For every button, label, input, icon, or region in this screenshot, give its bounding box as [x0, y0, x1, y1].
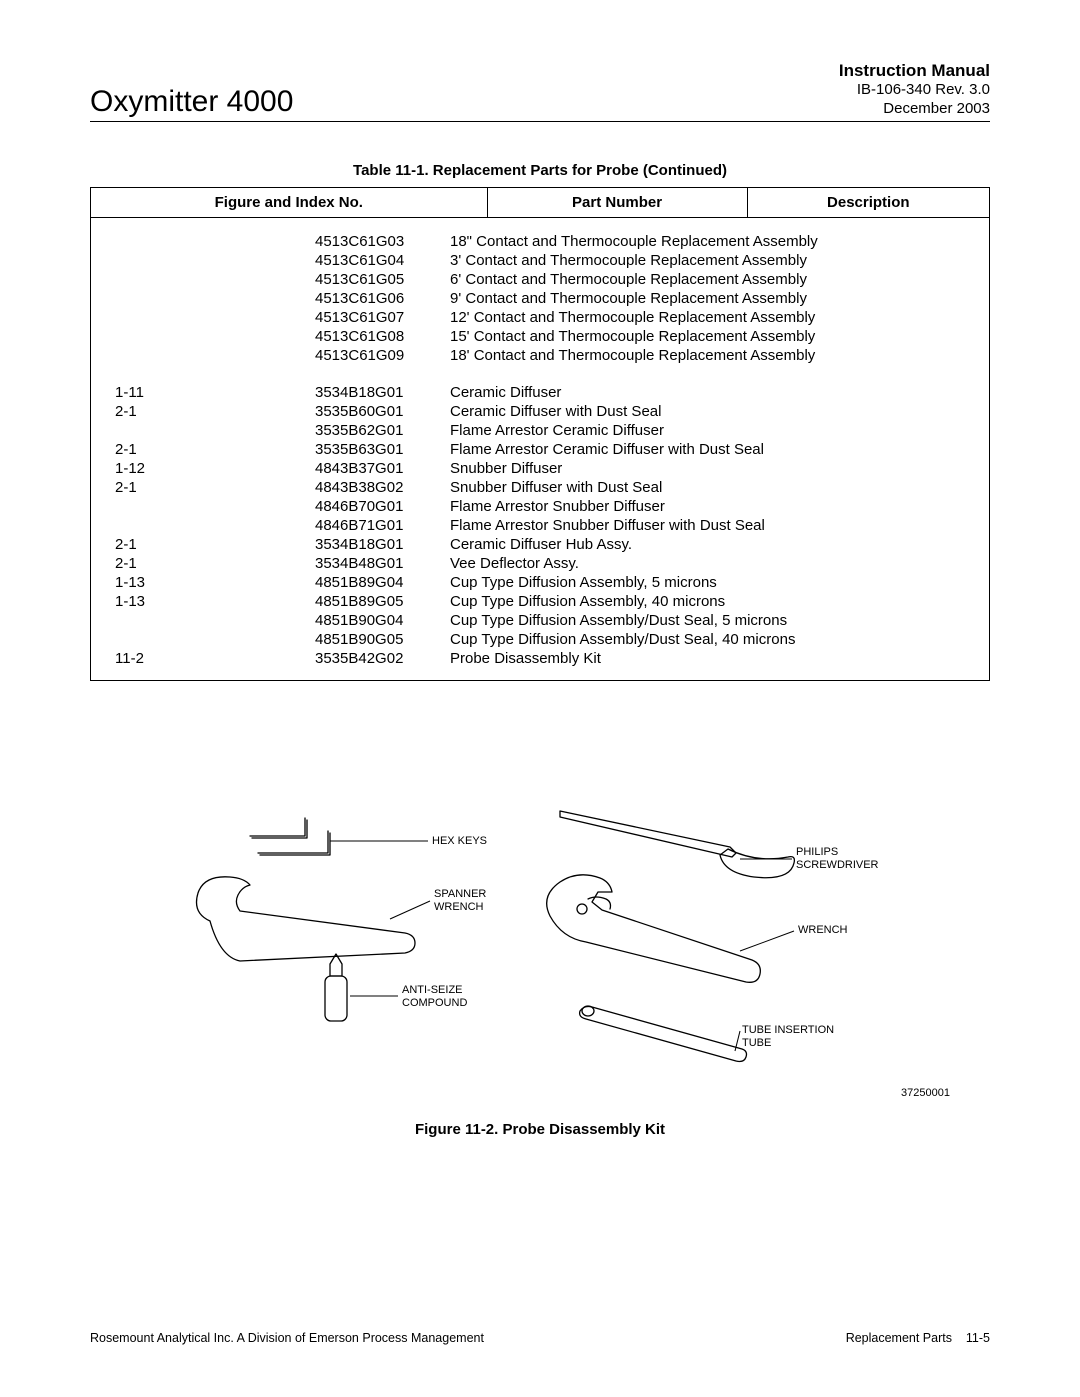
col-description: Description [747, 187, 989, 217]
table-row: 4851B90G05 Cup Type Diffusion Assembly/D… [101, 630, 979, 649]
figure-wrapper: HEX KEYS SPANNER WRENCH ANTI-SEIZE COMPO… [90, 801, 990, 1138]
label-screwdriver-2: SCREWDRIVER [796, 859, 879, 871]
page-footer: Rosemount Analytical Inc. A Division of … [90, 1331, 990, 1345]
label-tube-2: TUBE [742, 1037, 771, 1049]
table-row: 11-2 3535B42G02 Probe Disassembly Kit [101, 649, 979, 668]
table-caption: Table 11-1. Replacement Parts for Probe … [90, 162, 990, 179]
label-spanner: SPANNER [434, 888, 486, 900]
manual-type: Instruction Manual [839, 60, 990, 81]
table-row: 2-1 3535B63G01 Flame Arrestor Ceramic Di… [101, 440, 979, 459]
table-row: 4513C61G06 9' Contact and Thermocouple R… [101, 289, 979, 308]
label-compound-2: COMPOUND [402, 997, 467, 1009]
page: Oxymitter 4000 Instruction Manual IB-106… [0, 0, 1080, 1397]
doc-number: IB-106-340 Rev. 3.0 [839, 81, 990, 100]
footer-right: Replacement Parts 11-5 [846, 1331, 990, 1345]
table-row: 2-1 3534B48G01 Vee Deflector Assy. [101, 554, 979, 573]
product-title: Oxymitter 4000 [90, 85, 293, 119]
table-row: 4513C61G05 6' Contact and Thermocouple R… [101, 270, 979, 289]
table-row: 1-13 4851B89G04 Cup Type Diffusion Assem… [101, 573, 979, 592]
table-row: 4851B90G04 Cup Type Diffusion Assembly/D… [101, 611, 979, 630]
label-screwdriver: PHILIPS [796, 846, 838, 858]
table-row: 4513C61G04 3' Contact and Thermocouple R… [101, 251, 979, 270]
table-row: 4513C61G03 18" Contact and Thermocouple … [101, 232, 979, 251]
label-compound: ANTI-SEIZE [402, 984, 463, 996]
label-spanner-2: WRENCH [434, 901, 484, 913]
footer-page: 11-5 [966, 1331, 990, 1345]
table-row: 2-1 3534B18G01 Ceramic Diffuser Hub Assy… [101, 535, 979, 554]
table-row: 4513C61G09 18' Contact and Thermocouple … [101, 346, 979, 365]
table-row: 1-13 4851B89G05 Cup Type Diffusion Assem… [101, 592, 979, 611]
table-row: 4846B71G01 Flame Arrestor Snubber Diffus… [101, 516, 979, 535]
footer-left: Rosemount Analytical Inc. A Division of … [90, 1331, 484, 1345]
label-tube: TUBE INSERTION [742, 1024, 834, 1036]
label-wrench: WRENCH [798, 924, 848, 936]
col-figure-index: Figure and Index No. [91, 187, 488, 217]
table-row: 2-1 3535B60G01 Ceramic Diffuser with Dus… [101, 402, 979, 421]
table-row: 4513C61G07 12' Contact and Thermocouple … [101, 308, 979, 327]
parts-table: Figure and Index No. Part Number Descrip… [90, 187, 990, 681]
disassembly-kit-illustration: HEX KEYS SPANNER WRENCH ANTI-SEIZE COMPO… [180, 801, 900, 1081]
table-header-row: Figure and Index No. Part Number Descrip… [91, 187, 990, 217]
page-header: Oxymitter 4000 Instruction Manual IB-106… [90, 60, 990, 122]
footer-section: Replacement Parts [846, 1331, 952, 1345]
table-row: 4513C61G08 15' Contact and Thermocouple … [101, 327, 979, 346]
header-right: Instruction Manual IB-106-340 Rev. 3.0 D… [839, 60, 990, 119]
table-row: 2-1 4843B38G02 Snubber Diffuser with Dus… [101, 478, 979, 497]
table-row: 4846B70G01 Flame Arrestor Snubber Diffus… [101, 497, 979, 516]
label-hex-keys: HEX KEYS [432, 835, 487, 847]
col-part-number: Part Number [487, 187, 747, 217]
figure-image-number: 37250001 [90, 1087, 950, 1099]
table-row: 3535B62G01 Flame Arrestor Ceramic Diffus… [101, 421, 979, 440]
table-row: 1-11 3534B18G01 Ceramic Diffuser [101, 383, 979, 402]
doc-date: December 2003 [839, 100, 990, 119]
figure-caption: Figure 11-2. Probe Disassembly Kit [90, 1121, 990, 1138]
table-row: 1-12 4843B37G01 Snubber Diffuser [101, 459, 979, 478]
table-body-row: 4513C61G03 18" Contact and Thermocouple … [91, 217, 990, 680]
